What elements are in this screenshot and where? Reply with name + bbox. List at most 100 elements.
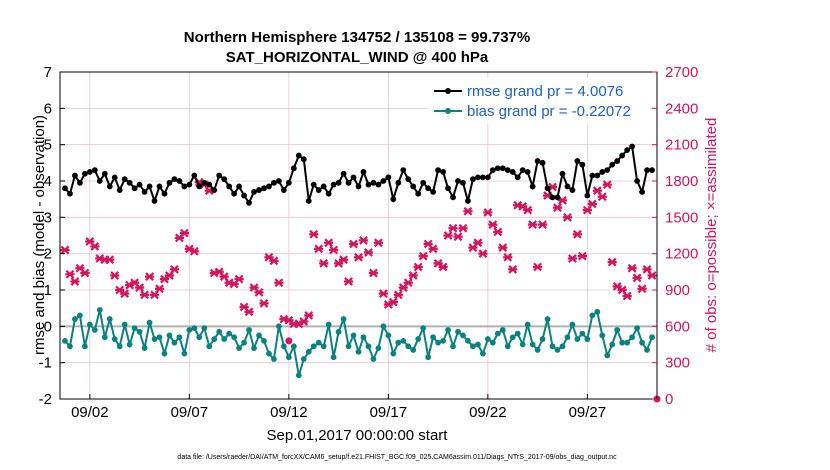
rmse-point (181, 183, 188, 190)
bias-line (64, 309, 653, 376)
tick-label-left: 3 (44, 209, 52, 226)
assimilated-count-marker (453, 232, 463, 242)
assimilated-count-marker (443, 231, 453, 240)
bias-point (330, 354, 337, 361)
bias-point (206, 343, 213, 350)
assimilated-count-marker (343, 277, 354, 286)
bias-point (450, 343, 456, 350)
bias-point (335, 328, 342, 335)
bias-point (62, 337, 68, 344)
bias-point (425, 354, 432, 361)
assimilated-count-marker (314, 244, 324, 254)
rmse-point (479, 174, 486, 181)
rmse-point (569, 187, 576, 193)
rmse-point (86, 169, 93, 175)
rmse-point (574, 158, 581, 164)
tick-label-left: 6 (44, 100, 52, 117)
rmse-point (136, 181, 143, 188)
tick-label-left: 2 (44, 246, 52, 263)
rmse-point (256, 187, 262, 193)
assimilated-count-marker (244, 307, 254, 317)
assimilated-count-marker (508, 265, 518, 274)
bias-point (161, 350, 168, 357)
assimilated-count-marker (144, 272, 155, 282)
legend-swatch-point (445, 88, 451, 94)
rmse-point (166, 179, 173, 186)
bias-point (604, 352, 611, 359)
rmse-point (335, 179, 342, 186)
assimilated-count-marker (70, 277, 80, 286)
bias-point (599, 332, 606, 339)
rmse-point (101, 170, 108, 177)
rmse-point (236, 183, 243, 190)
rmse-point (455, 178, 461, 184)
y-axis-label-right: # of obs: o=possible; ×=assimilated (703, 118, 720, 353)
rmse-point (121, 176, 128, 183)
rmse-point (370, 179, 377, 186)
assimilated-count-marker (90, 242, 100, 251)
assimilated-count-marker (592, 186, 602, 196)
rmse-point (559, 170, 566, 177)
bias-point (504, 343, 511, 350)
rmse-point (201, 179, 208, 186)
bias-point (529, 341, 536, 348)
assimilated-count-marker (493, 227, 503, 237)
rmse-point (315, 187, 322, 193)
rmse-point (494, 165, 501, 172)
bias-point (156, 334, 163, 341)
tick-label-x: 09/07 (171, 404, 209, 421)
assimilated-count-marker (338, 255, 349, 265)
bias-point (345, 343, 352, 350)
bias-point (181, 350, 188, 357)
bias-point (549, 343, 556, 350)
bias-point (470, 343, 476, 350)
tick-label-right: 1500 (665, 209, 698, 226)
tick-label-right: 2100 (665, 137, 698, 154)
bias-point (489, 339, 496, 346)
tick-label-x: 09/02 (71, 404, 109, 421)
bias-point (72, 316, 78, 322)
assimilated-count-marker (324, 238, 334, 248)
rmse-point (450, 194, 456, 201)
assimilated-count-marker (363, 248, 374, 257)
rmse-point (241, 192, 247, 199)
plot-frame (59, 71, 658, 400)
bias-point (524, 321, 531, 328)
bias-point (151, 336, 158, 342)
rmse-point (435, 167, 441, 174)
assimilated-count-marker (378, 289, 388, 299)
bias-point (564, 334, 571, 341)
rmse-point (564, 183, 571, 190)
bias-point (494, 330, 501, 337)
assimilated-count-marker (498, 243, 508, 252)
tick-label-left: 7 (44, 64, 52, 81)
rmse-point (355, 183, 362, 190)
bias-point (569, 321, 576, 328)
assimilated-count-marker (587, 199, 597, 209)
rmse-point (67, 190, 73, 197)
rmse-point (579, 161, 586, 168)
assimilated-count-marker (488, 220, 498, 229)
assimilated-count-marker (413, 262, 423, 272)
legend: rmse grand pr = 4.0076 bias grand pr = -0… (428, 78, 650, 124)
bias-point (484, 336, 491, 342)
chart-title: Northern Hemisphere 134752 / 135108 = 99… (184, 29, 530, 46)
rmse-point (206, 181, 213, 188)
assimilated-count-marker (418, 251, 428, 261)
tick-label-right: 900 (665, 282, 690, 299)
rmse-point (609, 161, 616, 168)
rmse-point (300, 156, 307, 163)
legend-entry: bias grand pr = -0.22072 (467, 103, 631, 120)
assimilated-count-marker (622, 291, 632, 301)
bias-point (410, 347, 417, 353)
assimilated-count-marker (60, 245, 70, 255)
bias-point (276, 323, 282, 330)
bias-point (261, 337, 267, 344)
rmse-point (380, 178, 387, 184)
assimilated-count-marker (269, 256, 279, 266)
bias-point (221, 336, 228, 342)
rmse-point (629, 143, 636, 150)
bias-point (77, 312, 83, 319)
assimilated-count-marker (169, 265, 180, 274)
rmse-point (519, 167, 526, 174)
